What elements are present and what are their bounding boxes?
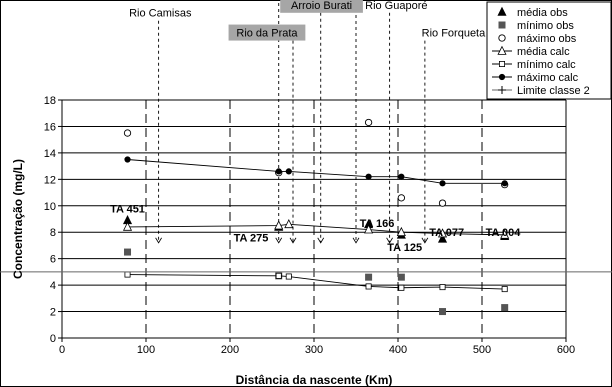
tributary-label: Rio Forqueta [422,28,486,40]
station-label: TA 004 [486,227,522,239]
legend-label-máximo-obs: máximo obs [517,33,577,45]
tributary-arrow [421,237,429,244]
tributary-arrow [155,237,162,244]
y-tick-label: 16 [44,121,56,133]
data-point-mínimo-calc [365,283,372,290]
legend-marker-máximo-obs [498,34,506,42]
legend-marker-mínimo-calc [498,61,505,68]
data-point-mínimo-calc [285,273,292,280]
data-point-mínimo-calc [439,284,446,291]
data-point-média-calc [500,229,510,239]
tributary-label: Rio Camisas [129,8,192,20]
legend-marker-mínimo-obs [498,21,506,29]
data-point-média-obs [437,233,448,243]
y-tick-label: 10 [44,201,56,213]
data-point-máximo-calc [124,156,131,163]
legend-label-média-obs: média obs [517,7,568,19]
data-point-mínimo-obs [439,308,447,316]
legend-label-máximo-calc: máximo calc [517,72,579,84]
tributary-label-bg [280,0,363,13]
data-point-mínimo-calc [398,284,405,291]
x-tick-label: 500 [473,344,491,356]
tributary-arrow [317,237,325,244]
legend-marker-Limite-classe-2 [498,86,506,94]
station-label: TA 451 [110,203,145,215]
data-point-média-calc [284,218,294,229]
data-point-mínimo-obs [365,273,373,281]
legend-label-mínimo-obs: mínimo obs [517,20,574,32]
data-point-máximo-calc [275,168,282,175]
data-point-média-calc [274,220,284,230]
x-tick-label: 400 [389,344,407,356]
tributary-label: Rio da Prata [228,24,306,41]
legend-box [486,1,612,100]
tributary-label-text: Rio Guaporé [365,0,427,12]
y-tick-label: 12 [44,174,56,186]
data-point-mínimo-calc [275,272,282,279]
y-tick-label: 2 [50,307,56,319]
station-label: TA 275 [234,233,269,245]
data-point-máximo-calc [501,180,508,187]
data-point-média-calc [437,228,448,238]
x-tick-label: 0 [59,344,65,356]
tributary-label-bg [228,24,306,41]
data-point-mínimo-obs [124,248,132,256]
data-point-máximo-calc [398,173,405,180]
data-point-mínimo-calc [124,271,131,278]
legend-label-mínimo-calc: mínimo calc [517,59,576,71]
legend-marker-máximo-calc [498,73,506,81]
data-point-máximo-calc [365,173,372,180]
x-tick-label: 200 [221,344,239,356]
station-label: TA 166 [360,218,395,230]
x-tick-label: 100 [137,344,155,356]
data-point-máximo-obs [364,118,373,127]
tributary-label: Rio Guaporé [365,0,427,12]
y-tick-label: 8 [50,227,56,239]
tributary-label: Arroio Burati [280,0,363,13]
y-tick-label: 6 [50,254,56,266]
data-point-máximo-calc [439,180,446,187]
data-point-mínimo-calc [501,286,508,293]
tributary-label-text: Rio da Prata [236,28,298,40]
station-label: TA 125 [387,242,422,254]
x-tick-label: 600 [557,344,575,356]
tributary-arrow [289,237,297,244]
station-label: TA 077 [429,227,464,239]
data-point-mínimo-obs [501,304,509,312]
legend-label-Limite-classe-2: Limite classe 2 [517,85,590,97]
tributary-label-text: Arroio Burati [291,0,352,12]
tributary-arrow [275,237,283,244]
tributary-label-text: Rio Forqueta [422,28,486,40]
data-point-média-calc [122,221,133,231]
data-point-mínimo-obs [397,273,405,281]
data-point-máximo-obs [123,129,132,137]
legend-marker-média-calc [497,45,507,55]
legend-marker-média-obs [497,6,507,16]
legend-label-média-calc: média calc [517,46,570,58]
series-layer [0,118,612,316]
grid-lines [62,99,566,338]
data-point-média-calc [396,226,406,237]
data-point-máximo-calc [285,168,292,175]
data-point-média-calc [364,224,374,234]
annotations: Rio CamisasArroio TegaRio da PrataArroio… [110,0,521,254]
tributary-arrow [386,237,393,244]
tributary-arrow [352,237,360,244]
y-axis-label: Concentração (mg/L) [11,159,25,279]
x-axis-label: Distância da nascente (Km) [236,373,393,387]
y-tick-label: 18 [44,95,56,107]
y-tick-label: 0 [50,333,56,345]
y-tick-label: 4 [50,280,56,292]
y-tick-label: 14 [44,148,56,160]
data-point-máximo-obs [438,199,447,207]
tributary-label-text: Rio Camisas [129,8,192,20]
axes: 0 2 4 6 8 10 12 14 16 18 0 100 200 300 400 500 600 [44,95,575,356]
data-point-máximo-obs [397,194,406,202]
x-tick-label: 300 [305,344,323,356]
